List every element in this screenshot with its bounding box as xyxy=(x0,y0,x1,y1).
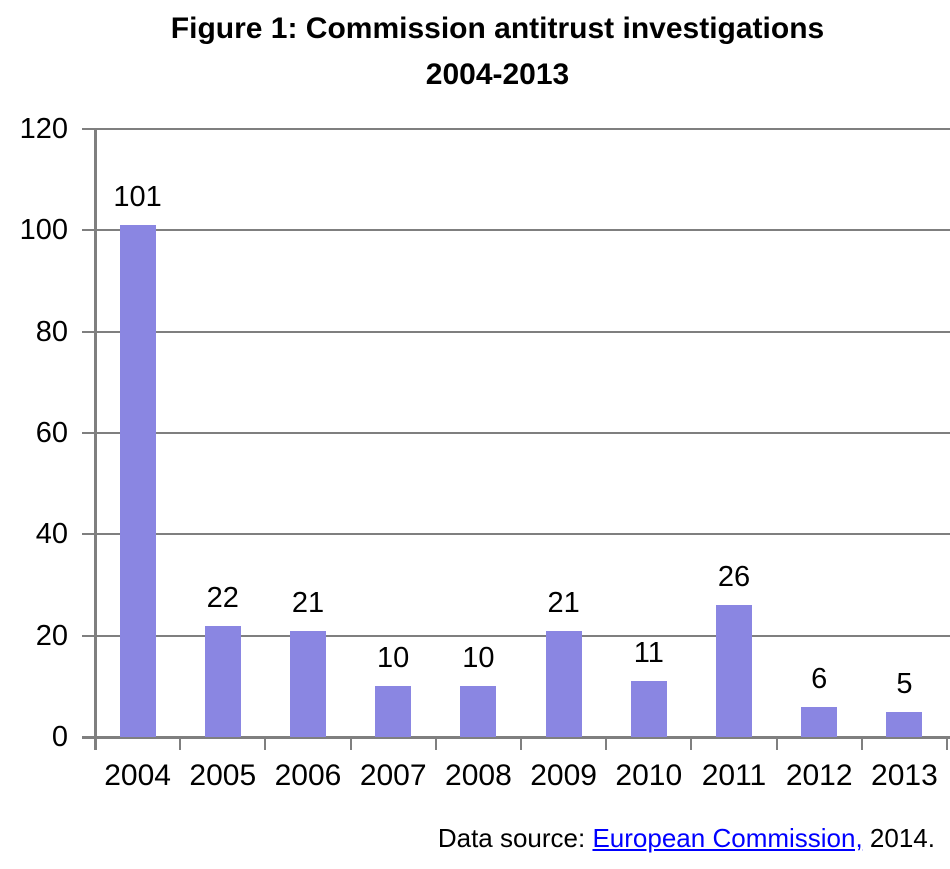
bar-2008 xyxy=(460,686,497,737)
y-axis-label-20: 20 xyxy=(35,619,68,652)
chart-title-line1: Figure 1: Commission antitrust investiga… xyxy=(170,12,825,45)
y-axis-tick-120 xyxy=(82,128,95,130)
x-axis-tick-1 xyxy=(179,737,182,750)
gridline-y-120 xyxy=(95,128,950,130)
data-source-prefix: Data source: xyxy=(437,823,593,853)
x-axis-label-2012: 2012 xyxy=(785,759,853,792)
x-axis-label-2005: 2005 xyxy=(189,759,257,792)
gridline-y-20 xyxy=(95,634,950,637)
bar-value-label-2005: 22 xyxy=(206,581,239,614)
y-axis-tick-60 xyxy=(82,432,95,434)
bar-value-label-2010: 11 xyxy=(633,637,664,670)
bar-value-label-2009: 21 xyxy=(547,586,580,619)
gridline-y-40 xyxy=(95,533,950,536)
bar-2009 xyxy=(545,630,582,737)
bar-2004 xyxy=(119,225,156,737)
x-axis-tick-8 xyxy=(775,737,778,750)
x-axis-tick-4 xyxy=(434,737,437,750)
x-axis-tick-5 xyxy=(520,737,522,750)
x-axis-tick-3 xyxy=(349,737,352,750)
x-axis-tick-2 xyxy=(264,737,267,750)
bar-value-label-2007: 10 xyxy=(377,642,410,675)
x-axis-tick-7 xyxy=(690,737,693,750)
data-source: Data source: European Commission, 2014. xyxy=(438,821,935,855)
y-axis xyxy=(94,129,97,750)
gridline-y-60 xyxy=(95,432,950,434)
bar-2006 xyxy=(290,630,326,737)
bar-value-label-2008: 10 xyxy=(462,642,495,675)
x-axis-label-2010: 2010 xyxy=(615,759,683,792)
y-axis-label-80: 80 xyxy=(35,315,68,348)
bar-2005 xyxy=(204,625,241,737)
bar-2010 xyxy=(630,681,667,737)
y-axis-label-40: 40 xyxy=(35,518,68,551)
y-axis-tick-100 xyxy=(82,229,95,232)
y-axis-label-120: 120 xyxy=(19,113,68,145)
x-axis-label-2008: 2008 xyxy=(445,759,512,792)
bar-value-label-2006: 21 xyxy=(291,586,325,619)
x-axis xyxy=(82,736,950,739)
y-axis-tick-20 xyxy=(82,634,95,637)
data-source-suffix: 2014. xyxy=(862,823,935,853)
chart-title-line2: 2004-2013 xyxy=(425,58,570,91)
bar-value-label-2004: 101 xyxy=(113,181,162,214)
bar-value-label-2012: 6 xyxy=(811,662,828,695)
bar-2012 xyxy=(801,706,838,737)
x-axis-label-2006: 2006 xyxy=(274,759,342,792)
x-axis-label-2009: 2009 xyxy=(530,759,597,792)
gridline-y-80 xyxy=(95,330,950,333)
x-axis-label-2013: 2013 xyxy=(871,759,938,792)
x-axis-tick-9 xyxy=(860,737,863,750)
bar-value-label-2011: 26 xyxy=(717,561,751,594)
x-axis-label-2007: 2007 xyxy=(359,759,427,792)
y-axis-tick-80 xyxy=(82,330,95,333)
bar-2011 xyxy=(716,605,752,737)
y-axis-label-100: 100 xyxy=(19,214,68,247)
chart-title: Figure 1: Commission antitrust investiga… xyxy=(0,6,950,98)
bar-value-label-2013: 5 xyxy=(896,667,913,700)
x-axis-label-2004: 2004 xyxy=(104,759,171,792)
y-axis-tick-40 xyxy=(82,533,95,536)
x-axis-tick-10 xyxy=(946,737,948,750)
y-axis-label-60: 60 xyxy=(35,417,68,449)
gridline-y-100 xyxy=(95,229,950,232)
y-axis-label-0: 0 xyxy=(51,721,68,753)
x-axis-label-2011: 2011 xyxy=(701,759,767,792)
x-axis-tick-6 xyxy=(605,737,608,750)
data-source-link[interactable]: European Commission, xyxy=(592,823,863,853)
bar-2007 xyxy=(375,686,412,737)
bar-2013 xyxy=(886,711,923,737)
